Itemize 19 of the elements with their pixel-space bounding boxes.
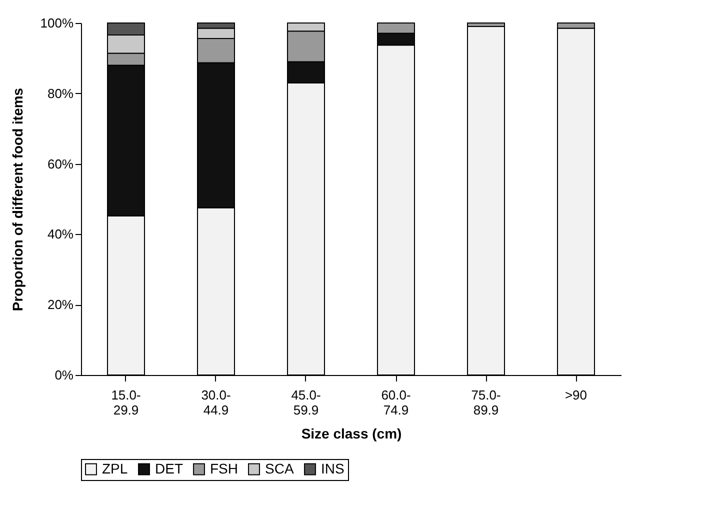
legend-label: INS [321,460,344,476]
x-tick-label: 45.0-59.9 [291,388,321,418]
legend-label: DET [155,460,184,476]
y-tick-label: 0% [54,368,74,382]
x-tick-label: 75.0-89.9 [471,388,501,418]
y-tick-label: 60% [47,156,74,172]
legend-label: ZPL [102,460,128,476]
x-tick-label: 30.0-44.9 [201,388,231,418]
x-tick-label: >90 [564,388,588,402]
x-tick-label: 15.0-29.9 [111,388,141,418]
legend-label: SCA [265,460,294,476]
x-tick-label: 60.0-74.9 [381,388,411,418]
x-axis-title: Size class (cm) [301,426,402,442]
y-tick-label: 100% [40,16,74,30]
y-tick-label: 80% [47,86,74,101]
legend-label: FSH [210,460,238,476]
y-axis-title: Proportion of different food items [9,88,26,312]
y-tick-label: 40% [47,226,74,242]
y-tick-label: 20% [47,297,74,312]
